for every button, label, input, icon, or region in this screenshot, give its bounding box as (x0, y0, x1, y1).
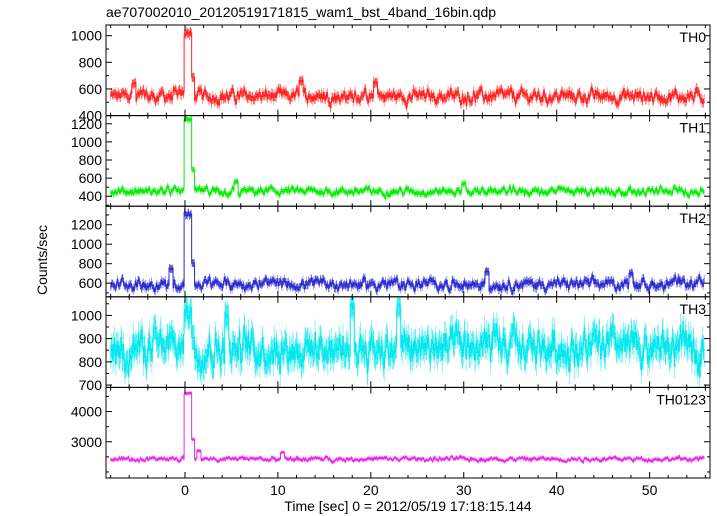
y-tick-label: 4000 (71, 404, 102, 420)
panel-th0: 400 600 800 1000 TH0 (71, 24, 711, 124)
x-tick-label: 20 (363, 482, 379, 498)
y-tick-label: 700 (79, 377, 103, 393)
x-tick-label: 10 (270, 482, 286, 498)
y-tick-label: 800 (79, 54, 103, 70)
series-line-th0 (110, 30, 705, 109)
series-line-th3 (110, 302, 705, 377)
y-tick-label: 800 (79, 152, 103, 168)
y-tick-label: 1000 (71, 134, 102, 150)
y-tick-label: 1000 (71, 236, 102, 252)
y-tick-label: 600 (79, 81, 103, 97)
y-tick-label: 600 (79, 170, 103, 186)
series-line-th2 (110, 211, 705, 295)
y-tick-label: 1000 (71, 28, 102, 44)
x-tick-label: 0 (181, 482, 189, 498)
x-axis-label: Time [sec] 0 = 2012/05/19 17:18:15.144 (284, 498, 532, 514)
panel-label-th3: TH3 (680, 301, 707, 317)
y-tick-label: 400 (79, 108, 103, 124)
panel-th2: 600 800 1000 1200 TH2 (71, 205, 711, 298)
panel-frame (105, 386, 711, 479)
y-tick-label: 3000 (71, 434, 102, 450)
chart-title: ae707002010_20120519171815_wam1_bst_4ban… (106, 4, 496, 20)
y-tick-label: 800 (79, 256, 103, 272)
panel-th1: 400 600 800 1000 1200 TH1 (71, 115, 711, 207)
y-tick-label: 600 (79, 275, 103, 291)
x-tick-label: 30 (456, 482, 472, 498)
panel-th0123: 3000 4000 TH0123 (71, 386, 711, 479)
panel-label-th1: TH1 (680, 120, 707, 136)
error-bars-th0123 (110, 390, 705, 465)
panel-label-th0: TH0 (680, 29, 707, 45)
x-tick-label: 40 (549, 482, 565, 498)
y-tick-label: 900 (79, 331, 103, 347)
series-line-th0123 (110, 392, 705, 464)
panel-th3: 700 800 900 1000 TH3 (71, 296, 711, 393)
x-tick-label: 50 (642, 482, 658, 498)
series-line-th1 (110, 117, 705, 200)
y-tick-label: 1000 (71, 307, 102, 323)
y-tick-label: 1200 (71, 217, 102, 233)
panel-label-th0123: TH0123 (656, 391, 706, 407)
panel-label-th2: TH2 (680, 210, 707, 226)
y-tick-label: 800 (79, 354, 103, 370)
y-tick-label: 400 (79, 188, 103, 204)
y-axis-label: Counts/sec (34, 225, 50, 295)
y-tick-label: 1200 (71, 116, 102, 132)
